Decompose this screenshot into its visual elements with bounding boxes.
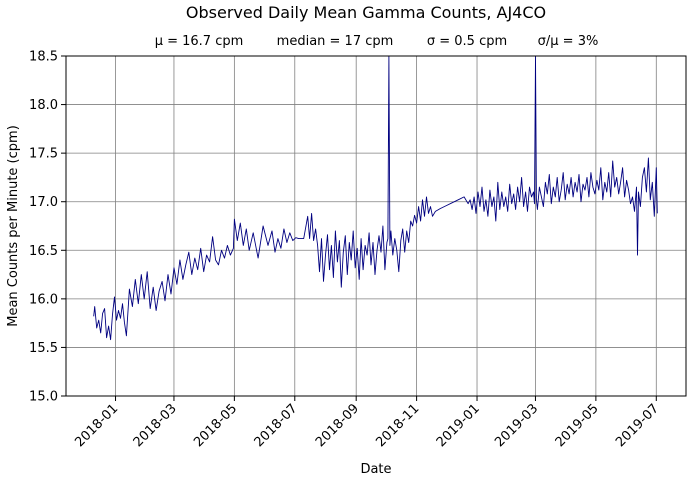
y-tick-label: 15.0: [29, 390, 58, 405]
stat-cv: σ/μ = 3%: [538, 34, 599, 49]
series-line: [93, 55, 658, 341]
y-tick-label: 16.0: [29, 292, 58, 307]
y-tick-label: 17.0: [29, 195, 58, 210]
chart-title: Observed Daily Mean Gamma Counts, AJ4CO: [186, 3, 546, 22]
y-tick-label: 15.5: [29, 341, 58, 356]
x-axis-label: Date: [360, 462, 391, 477]
axis-ticks: [61, 55, 657, 401]
plot-frame: [65, 55, 687, 397]
y-tick-label: 16.5: [29, 244, 58, 259]
y-tick-labels: 15.0 15.5 16.0 16.5 17.0 17.5 18.0 18.5: [29, 50, 58, 405]
y-tick-label: 17.5: [29, 147, 58, 162]
stats-line: μ = 16.7 cpm median = 17 cpm σ = 0.5 cpm…: [155, 34, 599, 49]
gridlines: [66, 55, 686, 397]
y-tick-label: 18.5: [29, 50, 58, 65]
stat-mean: μ = 16.7 cpm: [155, 34, 244, 49]
y-tick-label: 18.0: [29, 98, 58, 113]
series-layer: [93, 55, 658, 341]
y-axis-label: Mean Counts per Minute (cpm): [6, 125, 21, 327]
stat-sigma: σ = 0.5 cpm: [427, 34, 507, 49]
stat-median: median = 17 cpm: [277, 34, 394, 49]
